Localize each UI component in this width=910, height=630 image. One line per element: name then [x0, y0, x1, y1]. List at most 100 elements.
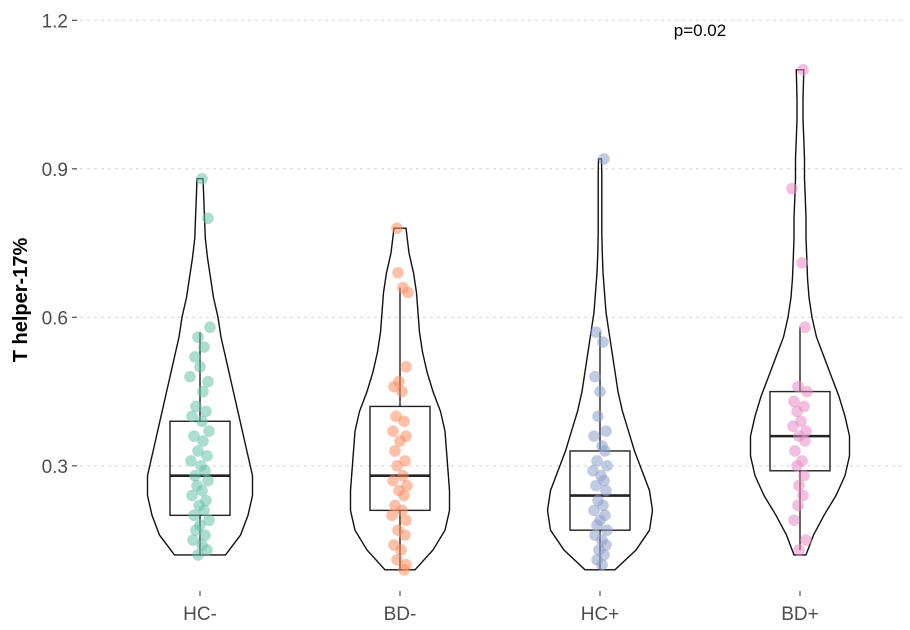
data-point — [396, 504, 408, 517]
data-point — [196, 484, 208, 497]
data-point — [186, 489, 198, 502]
data-point — [199, 464, 211, 477]
x-tick-label: BD+ — [781, 604, 819, 625]
grid-lines — [80, 19, 905, 467]
data-point — [798, 469, 810, 482]
data-point — [197, 435, 209, 447]
data-point — [796, 257, 808, 269]
data-point — [592, 410, 604, 423]
y-tick-label: 0.3 — [42, 457, 68, 478]
data-point — [203, 514, 215, 527]
data-point — [188, 430, 200, 442]
data-point — [398, 415, 410, 428]
data-point — [589, 370, 601, 383]
data-point — [192, 445, 204, 457]
data-point — [188, 509, 200, 522]
data-point — [386, 509, 398, 522]
data-point — [793, 544, 805, 556]
data-point — [792, 380, 804, 393]
violin-BD+ — [749, 69, 851, 556]
data-point — [398, 489, 410, 502]
data-point — [590, 326, 602, 338]
data-point — [189, 469, 201, 482]
data-point — [599, 445, 611, 457]
data-point — [184, 370, 196, 383]
y-axis-title: T helper-17% — [10, 238, 32, 363]
x-tick-label: BD- — [384, 604, 417, 625]
x-tick-label: HC+ — [581, 604, 620, 625]
data-point — [189, 351, 201, 363]
data-point — [198, 341, 210, 353]
data-point — [590, 479, 602, 492]
data-point — [791, 405, 803, 418]
data-point — [588, 430, 600, 442]
x-tick-label: HC- — [183, 604, 217, 625]
data-point — [801, 385, 813, 398]
data-point — [185, 455, 197, 467]
data-point — [202, 474, 214, 487]
data-point — [793, 479, 805, 492]
data-point — [202, 375, 214, 388]
data-point — [797, 64, 809, 76]
data-point — [391, 460, 403, 472]
data-point — [396, 385, 408, 398]
data-point — [788, 514, 800, 527]
data-point — [394, 435, 406, 447]
data-point — [799, 435, 811, 447]
data-point — [791, 460, 803, 472]
data-point — [203, 425, 215, 437]
axes: 0.3 0.6 0.9 1.2 HC- BD- HC+ BD+ — [42, 11, 819, 625]
y-tick-label: 0.9 — [42, 160, 68, 181]
p-value-annotation: p=0.02 — [674, 21, 726, 40]
data-point — [200, 405, 212, 418]
data-point — [591, 519, 603, 532]
data-point — [398, 563, 410, 576]
violins — [146, 69, 851, 571]
boxplots — [169, 287, 831, 570]
data-point — [594, 385, 606, 398]
data-point — [391, 554, 403, 566]
data-point — [600, 484, 612, 497]
data-point — [389, 445, 401, 457]
data-point — [201, 450, 213, 462]
data-point — [399, 529, 411, 541]
data-point — [187, 534, 199, 546]
data-point — [799, 321, 811, 334]
data-point — [196, 172, 208, 185]
data-point — [199, 529, 211, 541]
data-point — [397, 469, 409, 482]
data-point — [190, 400, 202, 413]
y-tick-label: 0.6 — [42, 308, 68, 329]
data-point — [395, 544, 407, 556]
data-point — [197, 385, 209, 398]
data-point — [190, 524, 202, 536]
data-point — [400, 514, 412, 527]
data-point — [192, 331, 204, 343]
data-point — [601, 460, 613, 472]
data-point — [786, 182, 798, 195]
data-point — [588, 504, 600, 517]
data-point — [402, 286, 414, 299]
data-point — [800, 534, 812, 546]
data-point — [392, 266, 404, 279]
data-point — [789, 445, 801, 457]
data-point — [788, 395, 800, 408]
data-point — [400, 361, 412, 373]
data-point — [787, 420, 799, 433]
data-point — [591, 455, 603, 467]
data-point — [387, 474, 399, 487]
data-point — [391, 222, 403, 235]
data-point — [204, 321, 216, 334]
data-point — [186, 410, 198, 423]
data-point — [596, 559, 608, 571]
data-point — [601, 524, 613, 536]
data-point — [598, 153, 610, 165]
data-point — [192, 549, 204, 561]
data-point — [792, 499, 804, 512]
data-point — [196, 415, 208, 428]
data-point — [201, 544, 213, 556]
data-point — [600, 425, 612, 437]
data-point — [797, 489, 809, 502]
data-point — [597, 499, 609, 512]
